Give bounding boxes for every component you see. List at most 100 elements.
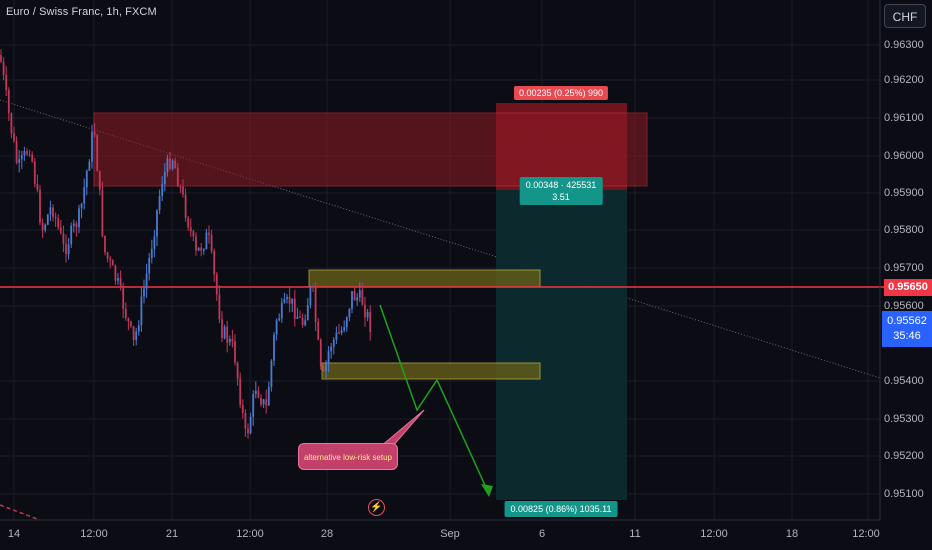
candle-body <box>0 55 2 62</box>
candle-body <box>132 326 135 340</box>
lower-box <box>321 362 541 380</box>
candle-body <box>283 299 286 303</box>
candle-body <box>18 159 21 163</box>
entry-label-line1: 0.00348 · 425531 <box>525 180 597 190</box>
time-tick: 21 <box>165 528 179 540</box>
candle-body <box>252 393 255 417</box>
level-price-label: 0.95650 <box>884 279 932 296</box>
candle-body <box>83 187 86 204</box>
candle-body <box>340 330 343 334</box>
take-profit-label[interactable]: 0.00825 (0.86%) 1035.11 <box>504 501 618 517</box>
candle-body <box>296 316 299 319</box>
candle-body <box>369 311 372 332</box>
candle-body <box>57 218 60 228</box>
candle-body <box>223 326 226 339</box>
candle-body <box>148 257 151 274</box>
price-tick: 0.95100 <box>884 488 924 500</box>
candle-body <box>122 285 125 309</box>
candle-body <box>176 168 179 187</box>
candle-body <box>179 186 182 188</box>
candle-body <box>169 158 171 169</box>
candle-body <box>10 113 13 134</box>
candle-body <box>234 341 236 363</box>
candle-body <box>226 326 229 343</box>
entry-label[interactable]: 0.00348 · 425531 3.51 <box>519 177 603 205</box>
price-tick: 0.95200 <box>884 450 924 462</box>
candle-body <box>231 338 234 342</box>
stop-loss-label[interactable]: 0.00235 (0.25%) 990 <box>513 86 609 100</box>
candle-body <box>119 277 122 286</box>
candle-body <box>249 416 252 434</box>
candle-body <box>189 227 192 232</box>
candle-body <box>163 171 166 185</box>
candle-body <box>109 258 112 261</box>
time-tick: 14 <box>7 528 21 540</box>
candle-body <box>192 231 195 237</box>
candle-body <box>182 186 184 195</box>
price-tick: 0.96300 <box>884 39 924 51</box>
candle-body <box>325 363 327 372</box>
candle-body <box>104 235 106 253</box>
candle-body <box>44 224 47 231</box>
candle-body <box>88 161 91 171</box>
candle-body <box>143 288 145 297</box>
candle-body <box>221 319 223 339</box>
candle-body <box>353 291 356 301</box>
time-tick: 12:00 <box>700 528 728 540</box>
time-tick: 28 <box>320 528 334 540</box>
candle-body <box>265 399 268 406</box>
currency-button[interactable]: CHF <box>884 4 926 28</box>
candle-body <box>65 243 67 255</box>
candle-body <box>28 154 31 156</box>
candle-body <box>184 194 187 218</box>
price-tick: 0.95300 <box>884 413 924 425</box>
candle-body <box>366 311 369 318</box>
candle-body <box>254 390 257 394</box>
candle-body <box>145 273 148 289</box>
candle-body <box>150 248 153 258</box>
candle-body <box>314 287 317 322</box>
candle-body <box>351 291 353 309</box>
candle-body <box>270 360 273 387</box>
candle-body <box>80 203 83 209</box>
candle-body <box>322 366 325 372</box>
upper-box <box>308 269 541 288</box>
candle-body <box>317 321 320 340</box>
candle-body <box>200 247 203 251</box>
candle-body <box>158 195 161 211</box>
candle-body <box>98 170 101 190</box>
supply-zone <box>93 112 648 187</box>
candle-body <box>273 334 275 361</box>
price-tick: 0.96100 <box>884 112 924 124</box>
entry-label-line2: 3.51 <box>552 192 570 202</box>
chart-title: Euro / Swiss Franc, 1h, FXCM <box>6 6 157 18</box>
candle-body <box>171 160 174 169</box>
candle-body <box>52 207 54 217</box>
lightning-bolt-icon[interactable]: ⚡ <box>368 499 385 516</box>
candle-body <box>15 141 18 163</box>
candle-body <box>327 351 330 364</box>
price-tick: 0.96000 <box>884 150 924 162</box>
candle-body <box>299 316 301 318</box>
candle-body <box>2 61 5 76</box>
price-tick: 0.96200 <box>884 74 924 86</box>
candle-body <box>106 252 109 259</box>
candle-body <box>31 154 34 162</box>
current-price-label: 0.95562 35:46 <box>882 311 932 347</box>
candle-body <box>140 296 143 326</box>
candle-body <box>332 339 335 347</box>
candle-body <box>135 331 138 340</box>
candle-body <box>117 277 119 281</box>
candle-body <box>195 236 197 251</box>
candle-body <box>26 151 28 155</box>
candle-body <box>85 170 88 188</box>
candle-body <box>236 362 239 379</box>
candle-body <box>358 290 361 298</box>
annotation-callout[interactable]: alternative low-risk setup <box>298 443 398 470</box>
candle-body <box>49 207 52 215</box>
candle-body <box>93 131 96 136</box>
candle-body <box>137 325 140 332</box>
candle-body <box>36 183 39 190</box>
candle-body <box>257 390 260 398</box>
